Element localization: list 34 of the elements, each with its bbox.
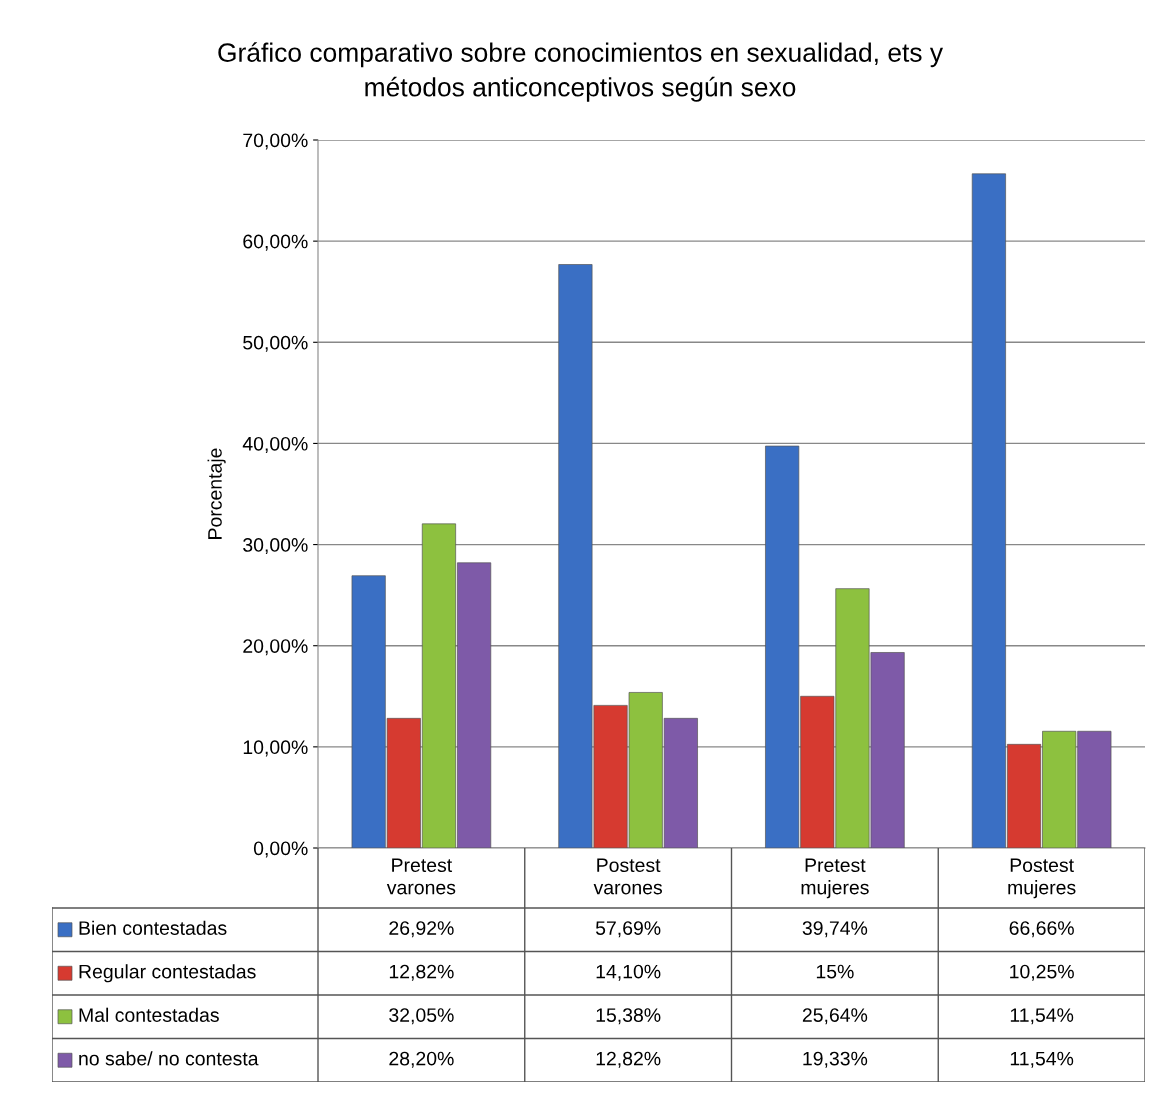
data-label: 11,54%: [1010, 1051, 1074, 1068]
y-tick-label: 20,00%: [243, 639, 308, 656]
y-tick-label: 0,00%: [253, 841, 308, 858]
x-tick-label: Postest mujeres: [1008, 858, 1076, 899]
data-label: 15%: [816, 964, 854, 979]
x-tick-label: Pretest varones: [386, 858, 456, 895]
y-tick-label: 60,00%: [243, 234, 308, 251]
legend-label: Mal contestadas: [79, 1007, 219, 1022]
y-axis-title: Porcentaje: [207, 448, 226, 539]
data-label: 12,82%: [389, 964, 454, 981]
data-label: 26,92%: [389, 921, 454, 938]
data-label: 39,74%: [802, 921, 868, 938]
data-label: 28,20%: [389, 1051, 454, 1068]
chart-title: Gráfico comparativo sobre conocimientos en sexualidad, ets y métodos anticonceptivos según sexo: [218, 42, 943, 102]
legend-label: Regular contestadas: [79, 964, 256, 983]
y-tick-label: 40,00%: [242, 436, 308, 453]
data-label: 15,38%: [596, 1008, 661, 1025]
data-label: 66,66%: [1009, 921, 1074, 938]
y-tick-label: 70,00%: [243, 133, 308, 150]
x-tick-label: Postest varones: [593, 858, 663, 895]
y-tick-label: 30,00%: [243, 538, 308, 555]
y-tick-label: 10,00%: [243, 740, 308, 757]
legend-label: Bien contestadas: [79, 920, 227, 935]
data-label: 57,69%: [595, 921, 661, 938]
data-label: 19,33%: [803, 1051, 868, 1068]
x-tick-label: Pretest mujeres: [801, 858, 869, 899]
y-tick-label: 50,00%: [243, 335, 308, 352]
data-label: 14,10%: [596, 964, 661, 981]
data-label: 32,05%: [389, 1008, 454, 1025]
data-label: 12,82%: [596, 1051, 661, 1068]
legend-label: no sabe/ no contesta: [79, 1051, 259, 1066]
data-label: 25,64%: [802, 1008, 868, 1025]
data-label: 10,25%: [1010, 964, 1074, 981]
data-label: 11,54%: [1010, 1008, 1074, 1025]
